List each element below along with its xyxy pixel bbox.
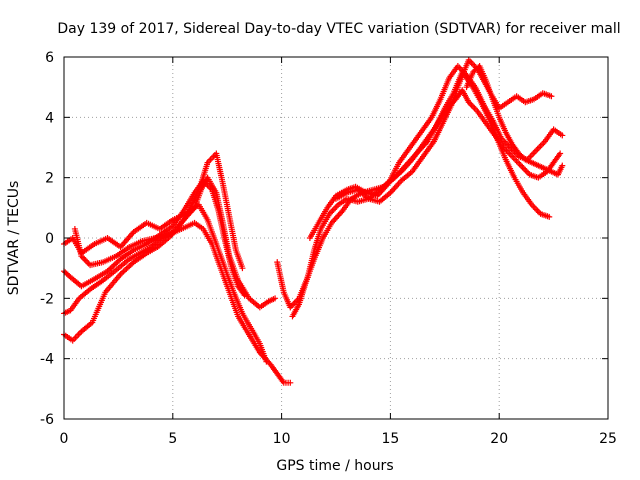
axis-ticks: 0 5 10 15 20 25 -6 -4 -2 0 2 4 6 xyxy=(40,50,617,447)
y-tick-label: -2 xyxy=(40,291,54,307)
data-point xyxy=(272,295,279,302)
data-point xyxy=(263,358,270,365)
data-point xyxy=(559,132,566,139)
y-tick-label: 2 xyxy=(45,171,54,187)
x-tick-label: 5 xyxy=(168,431,177,447)
data-point xyxy=(287,379,294,386)
series-track-6 xyxy=(274,87,564,311)
data-points xyxy=(61,57,566,386)
series-track-10 xyxy=(463,63,566,178)
data-point xyxy=(548,93,555,100)
x-tick-label: 25 xyxy=(599,431,617,447)
x-axis-label: GPS time / hours xyxy=(276,458,393,474)
y-tick-label: 4 xyxy=(45,110,54,126)
data-point xyxy=(239,265,246,272)
series-track-3 xyxy=(61,150,246,344)
series-track-9 xyxy=(333,57,555,205)
x-tick-label: 10 xyxy=(273,431,291,447)
y-tick-label: -6 xyxy=(40,412,54,428)
y-tick-label: 6 xyxy=(45,50,54,66)
series-track-8 xyxy=(306,63,566,241)
x-tick-label: 0 xyxy=(60,431,69,447)
series-track-5 xyxy=(61,201,270,365)
y-tick-label: -4 xyxy=(40,352,54,368)
chart-title: Day 139 of 2017, Sidereal Day-to-day VTE… xyxy=(57,21,620,37)
series-track-4 xyxy=(71,219,294,386)
series-track-7 xyxy=(289,69,553,320)
data-point xyxy=(546,213,553,220)
data-point xyxy=(559,162,566,169)
data-point xyxy=(241,292,248,299)
series-track-2 xyxy=(61,177,248,299)
data-point xyxy=(557,150,564,157)
y-axis-label: SDTVAR / TECUs xyxy=(6,181,22,296)
y-tick-label: 0 xyxy=(45,231,54,247)
x-tick-label: 15 xyxy=(381,431,399,447)
x-tick-label: 20 xyxy=(490,431,508,447)
